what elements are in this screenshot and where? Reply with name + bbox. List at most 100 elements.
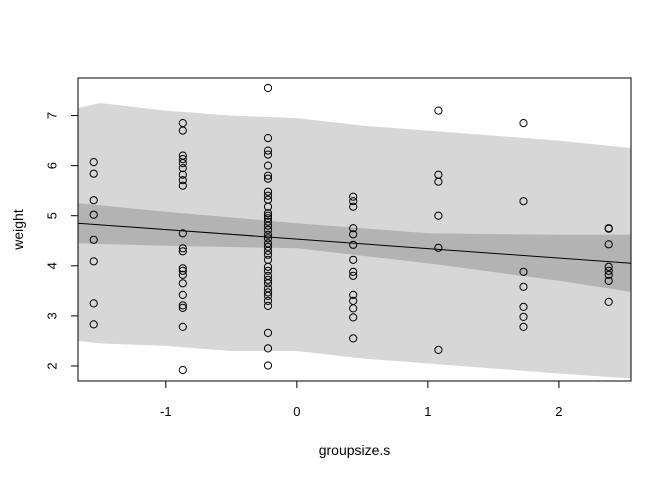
data-point: [349, 313, 358, 322]
data-point: [89, 158, 98, 167]
data-point: [178, 164, 187, 173]
data-point: [604, 262, 613, 271]
data-points: [89, 83, 613, 375]
data-point: [263, 344, 273, 353]
data-point: [263, 150, 273, 159]
data-point: [178, 264, 187, 273]
data-point: [263, 301, 273, 310]
data-point: [178, 229, 187, 238]
data-point: [178, 155, 187, 164]
data-point: [89, 235, 98, 244]
data-point: [263, 242, 273, 251]
data-point: [604, 270, 613, 279]
data-point: [349, 240, 358, 249]
data-point: [178, 159, 187, 168]
data-point: [349, 304, 358, 313]
data-point: [263, 262, 273, 271]
data-point: [89, 169, 98, 178]
data-point: [263, 275, 273, 284]
data-point: [519, 267, 528, 276]
data-point: [178, 301, 187, 310]
x-tick-label: -1: [160, 404, 172, 419]
data-point: [349, 267, 358, 276]
data-point: [89, 257, 98, 266]
data-point: [263, 146, 273, 155]
data-point: [178, 322, 187, 331]
data-point: [89, 210, 98, 219]
data-point: [263, 202, 273, 211]
x-tick-label: 1: [424, 404, 431, 419]
data-point: [178, 365, 187, 375]
data-point: [263, 83, 273, 93]
data-point: [263, 174, 273, 183]
data-point: [434, 243, 443, 252]
regression-line: [77, 222, 632, 264]
data-point: [178, 244, 187, 253]
data-point: [263, 209, 273, 218]
x-tick-label: 0: [293, 404, 300, 419]
data-point: [263, 291, 273, 300]
x-axis: -1 0 1 2: [160, 380, 563, 419]
data-point: [519, 322, 528, 331]
data-point: [89, 320, 98, 329]
data-point: [349, 224, 358, 233]
data-point: [263, 296, 273, 305]
data-point: [178, 247, 187, 256]
data-point: [263, 221, 273, 230]
mean-interval-band: [78, 203, 631, 292]
data-point: [519, 312, 528, 321]
data-point: [263, 234, 273, 243]
data-point: [263, 328, 273, 337]
data-point: [349, 290, 358, 299]
y-tick-label: 7: [45, 112, 60, 119]
data-point: [263, 246, 273, 255]
data-point: [263, 279, 273, 288]
data-point: [178, 266, 187, 275]
data-point: [89, 299, 98, 308]
data-point: [178, 279, 187, 288]
y-tick-label: 5: [45, 212, 60, 219]
data-point: [89, 196, 98, 205]
plot-area: [77, 83, 632, 379]
y-tick-label: 3: [45, 312, 60, 319]
data-point: [434, 177, 443, 186]
y-axis: 2 3 4 5 6 7: [45, 112, 79, 370]
data-point: [178, 290, 187, 299]
data-point: [349, 202, 358, 211]
data-point: [349, 271, 358, 280]
data-point: [349, 192, 358, 201]
data-point: [263, 217, 273, 226]
data-point: [604, 297, 613, 306]
y-tick-label: 4: [45, 262, 60, 269]
data-point: [263, 191, 273, 200]
data-point: [178, 126, 187, 135]
data-point: [519, 119, 528, 128]
data-point: [349, 255, 358, 264]
data-point: [434, 345, 443, 354]
data-point: [604, 276, 613, 285]
data-point: [604, 240, 613, 249]
data-point: [263, 288, 273, 297]
data-point: [519, 282, 528, 291]
data-point: [349, 334, 358, 343]
data-point: [519, 197, 528, 206]
data-point: [263, 134, 273, 143]
data-point: [263, 230, 273, 239]
data-point: [178, 181, 187, 190]
y-tick-label: 2: [45, 362, 60, 369]
data-point: [263, 225, 273, 234]
data-point: [263, 187, 273, 196]
data-point: [178, 303, 187, 312]
data-point: [349, 230, 358, 239]
data-point: [434, 211, 443, 220]
data-point: [604, 266, 613, 275]
y-axis-title: weight: [10, 209, 26, 251]
data-point: [178, 270, 187, 279]
x-axis-title: groupsize.s: [319, 442, 391, 458]
data-point: [178, 176, 187, 185]
y-tick-label: 6: [45, 162, 60, 169]
data-point: [604, 224, 613, 233]
data-point: [263, 361, 273, 370]
data-point: [263, 211, 273, 220]
